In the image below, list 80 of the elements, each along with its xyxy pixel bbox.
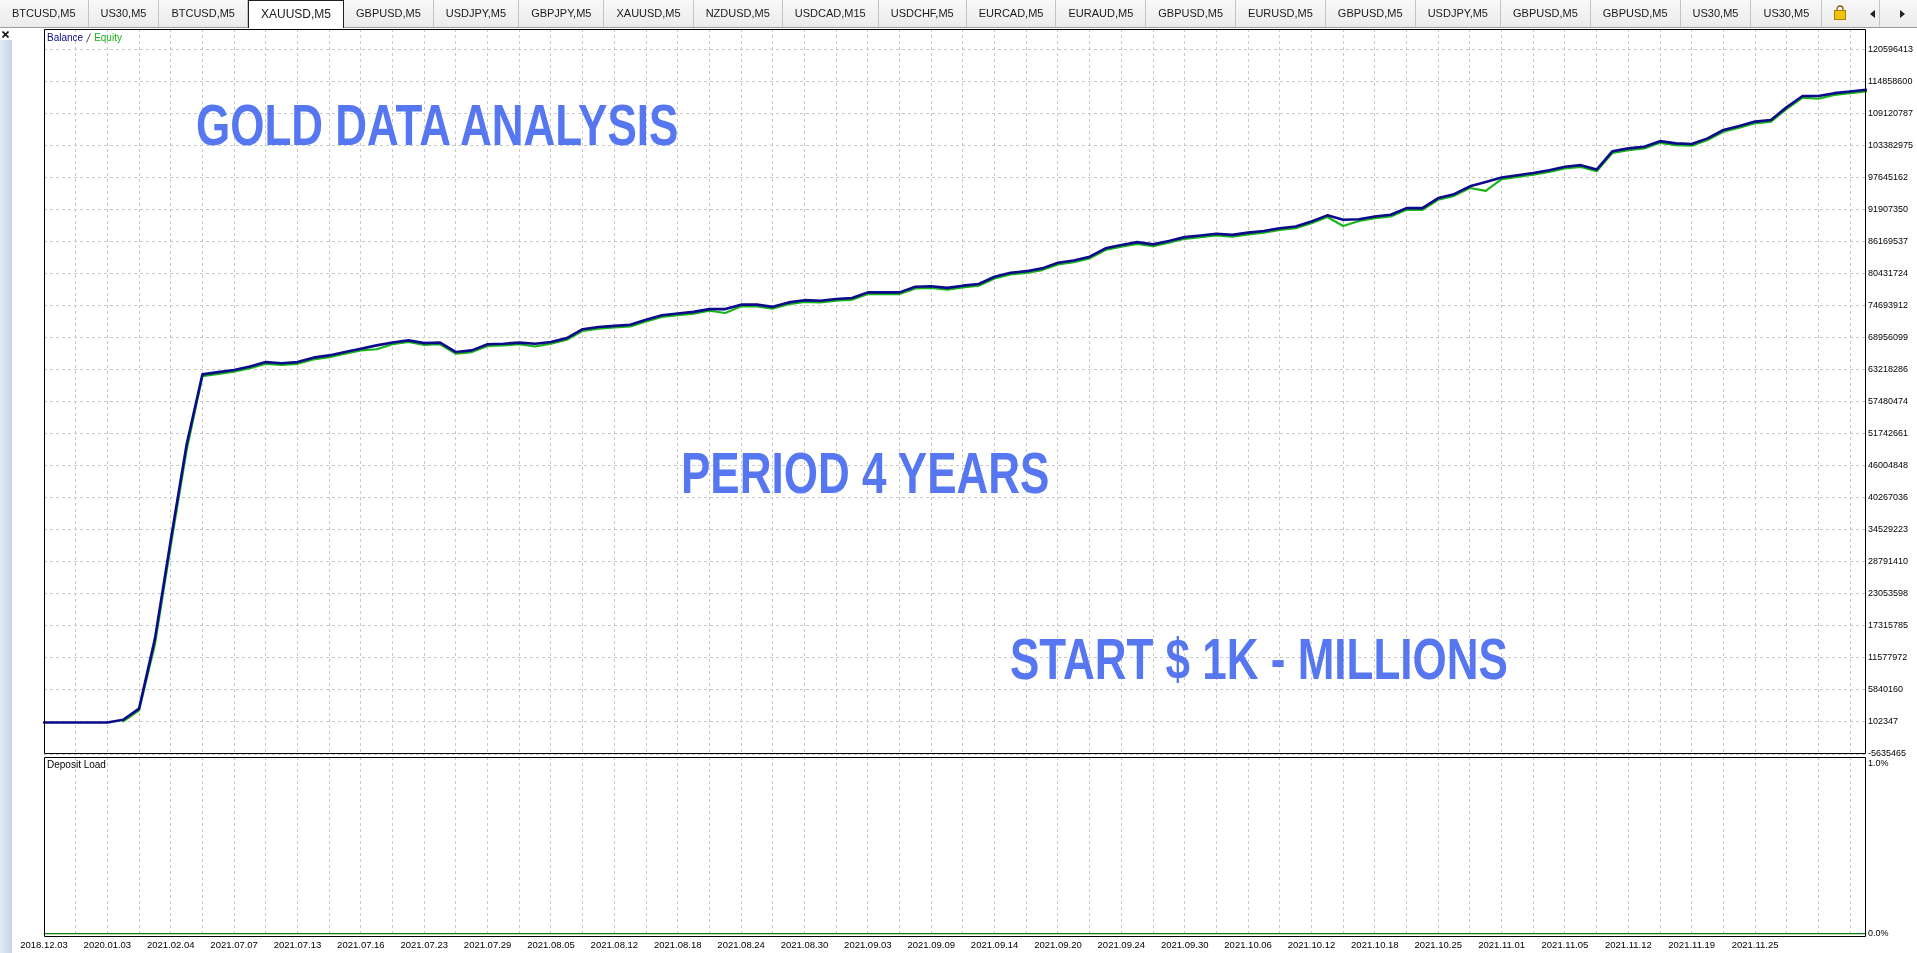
text: GBPUSD,M5 <box>1500 0 1591 27</box>
annotation: GOLD DATA ANALYSIS <box>196 93 679 157</box>
y-tick-label: 68956099 <box>1868 332 1909 343</box>
x-tick-label: 2021.09.09 <box>907 939 956 951</box>
x-tick-label: 2021.11.05 <box>1541 939 1589 951</box>
text: USDCAD,M15 <box>782 0 879 27</box>
text: Equity <box>94 32 122 44</box>
y-tick-label: 57480474 <box>1868 396 1909 407</box>
x-tick-label: 2021.10.12 <box>1287 939 1336 951</box>
y-tick-label: 109120787 <box>1868 108 1914 119</box>
x-tick-label: 2020.01.03 <box>83 939 132 951</box>
y-tick-label: 114858600 <box>1868 76 1913 87</box>
x-tick-label: 2021.07.16 <box>337 939 385 951</box>
x-tick-label: 2021.11.01 <box>1478 939 1526 951</box>
y-tick-label: 11577972 <box>1868 652 1908 663</box>
text: GBPUSD,M5 <box>1325 0 1416 27</box>
text: USDJPY,M5 <box>433 0 520 27</box>
text: USDJPY,M5 <box>1415 0 1501 27</box>
y-tick-label: 5840160 <box>1868 684 1904 695</box>
y-tick-label: 51742661 <box>1868 428 1909 439</box>
x-tick-label: 2021.02.04 <box>146 939 195 951</box>
text: XAUUSD,M5 <box>247 0 344 28</box>
y-tick-label: 46004848 <box>1868 460 1909 471</box>
text: NZDUSD,M5 <box>693 0 783 27</box>
y-tick-label: 91907350 <box>1868 204 1909 215</box>
y-tick-label: 1.0% <box>1868 758 1889 769</box>
y-tick-label: 86169537 <box>1868 236 1909 247</box>
x-tick-label: 2021.09.14 <box>970 939 1019 951</box>
text: GBPUSD,M5 <box>344 0 434 27</box>
annotation: START $ 1K - MILLIONS <box>1010 627 1508 691</box>
y-tick-label: 103382975 <box>1868 140 1914 151</box>
annotation: PERIOD 4 YEARS <box>681 441 1050 505</box>
text: US30,M5 <box>88 0 160 27</box>
y-tick-label: 34529223 <box>1868 524 1909 535</box>
x-tick-label: 2021.11.12 <box>1604 939 1652 951</box>
y-tick-label: 74693912 <box>1868 300 1909 311</box>
text: GBPUSD,M5 <box>1146 0 1237 27</box>
x-tick-label: 2021.10.25 <box>1414 939 1462 951</box>
text: US30,M5 <box>1751 0 1823 27</box>
text: US30,M5 <box>1680 0 1752 27</box>
x-tick-label: 2018.12.03 <box>20 939 68 951</box>
y-tick-label: -5635465 <box>1868 748 1907 759</box>
y-tick-label: 23053598 <box>1868 588 1909 599</box>
text: Balance <box>47 32 84 44</box>
y-tick-label: 63218286 <box>1868 364 1909 375</box>
x-tick-label: 2021.08.05 <box>527 939 575 951</box>
x-tick-label: 2021.09.24 <box>1097 939 1146 951</box>
y-tick-label: 97645162 <box>1868 172 1909 183</box>
x-tick-label: 2021.11.25 <box>1731 939 1779 951</box>
x-tick-label: 2021.07.13 <box>273 939 322 951</box>
chart-title: Deposit Load <box>47 758 106 770</box>
x-tick-label: 2021.08.30 <box>780 939 829 951</box>
x-tick-label: 2021.10.06 <box>1224 939 1272 951</box>
y-tick-label: 28791410 <box>1868 556 1909 567</box>
y-tick-label: 80431724 <box>1868 268 1909 279</box>
x-tick-label: 2021.07.23 <box>400 939 449 951</box>
text: BTCUSD,M5 <box>0 0 89 27</box>
text: USDCHF,M5 <box>878 0 967 27</box>
x-tick-label: 2021.09.20 <box>1034 939 1082 951</box>
y-tick-label: 102347 <box>1868 716 1899 727</box>
x-tick-label: 2021.10.18 <box>1351 939 1399 951</box>
text: EURUSD,M5 <box>1236 0 1326 27</box>
y-tick-label: 120596413 <box>1868 44 1914 55</box>
text: EURCAD,M5 <box>966 0 1057 27</box>
x-tick-label: 2021.08.24 <box>717 939 765 951</box>
x-tick-label: 2021.07.07 <box>210 939 258 951</box>
x-tick-label: 2021.08.18 <box>653 939 702 951</box>
text: XAUUSD,M5 <box>604 0 694 27</box>
text: EURAUD,M5 <box>1056 0 1147 27</box>
y-tick-label: 0.0% <box>1868 928 1889 939</box>
x-tick-label: 2021.09.03 <box>844 939 892 951</box>
text: GBPUSD,M5 <box>1590 0 1681 27</box>
x-tick-label: 2021.08.12 <box>590 939 639 951</box>
y-tick-label: 40267036 <box>1868 492 1909 503</box>
text: GBPJPY,M5 <box>519 0 605 27</box>
text: BTCUSD,M5 <box>159 0 248 27</box>
x-tick-label: 2021.07.29 <box>463 939 512 951</box>
x-tick-label: 2021.11.19 <box>1668 939 1716 951</box>
x-tick-label: 2021.09.30 <box>1160 939 1209 951</box>
y-tick-label: 17315785 <box>1868 620 1909 631</box>
